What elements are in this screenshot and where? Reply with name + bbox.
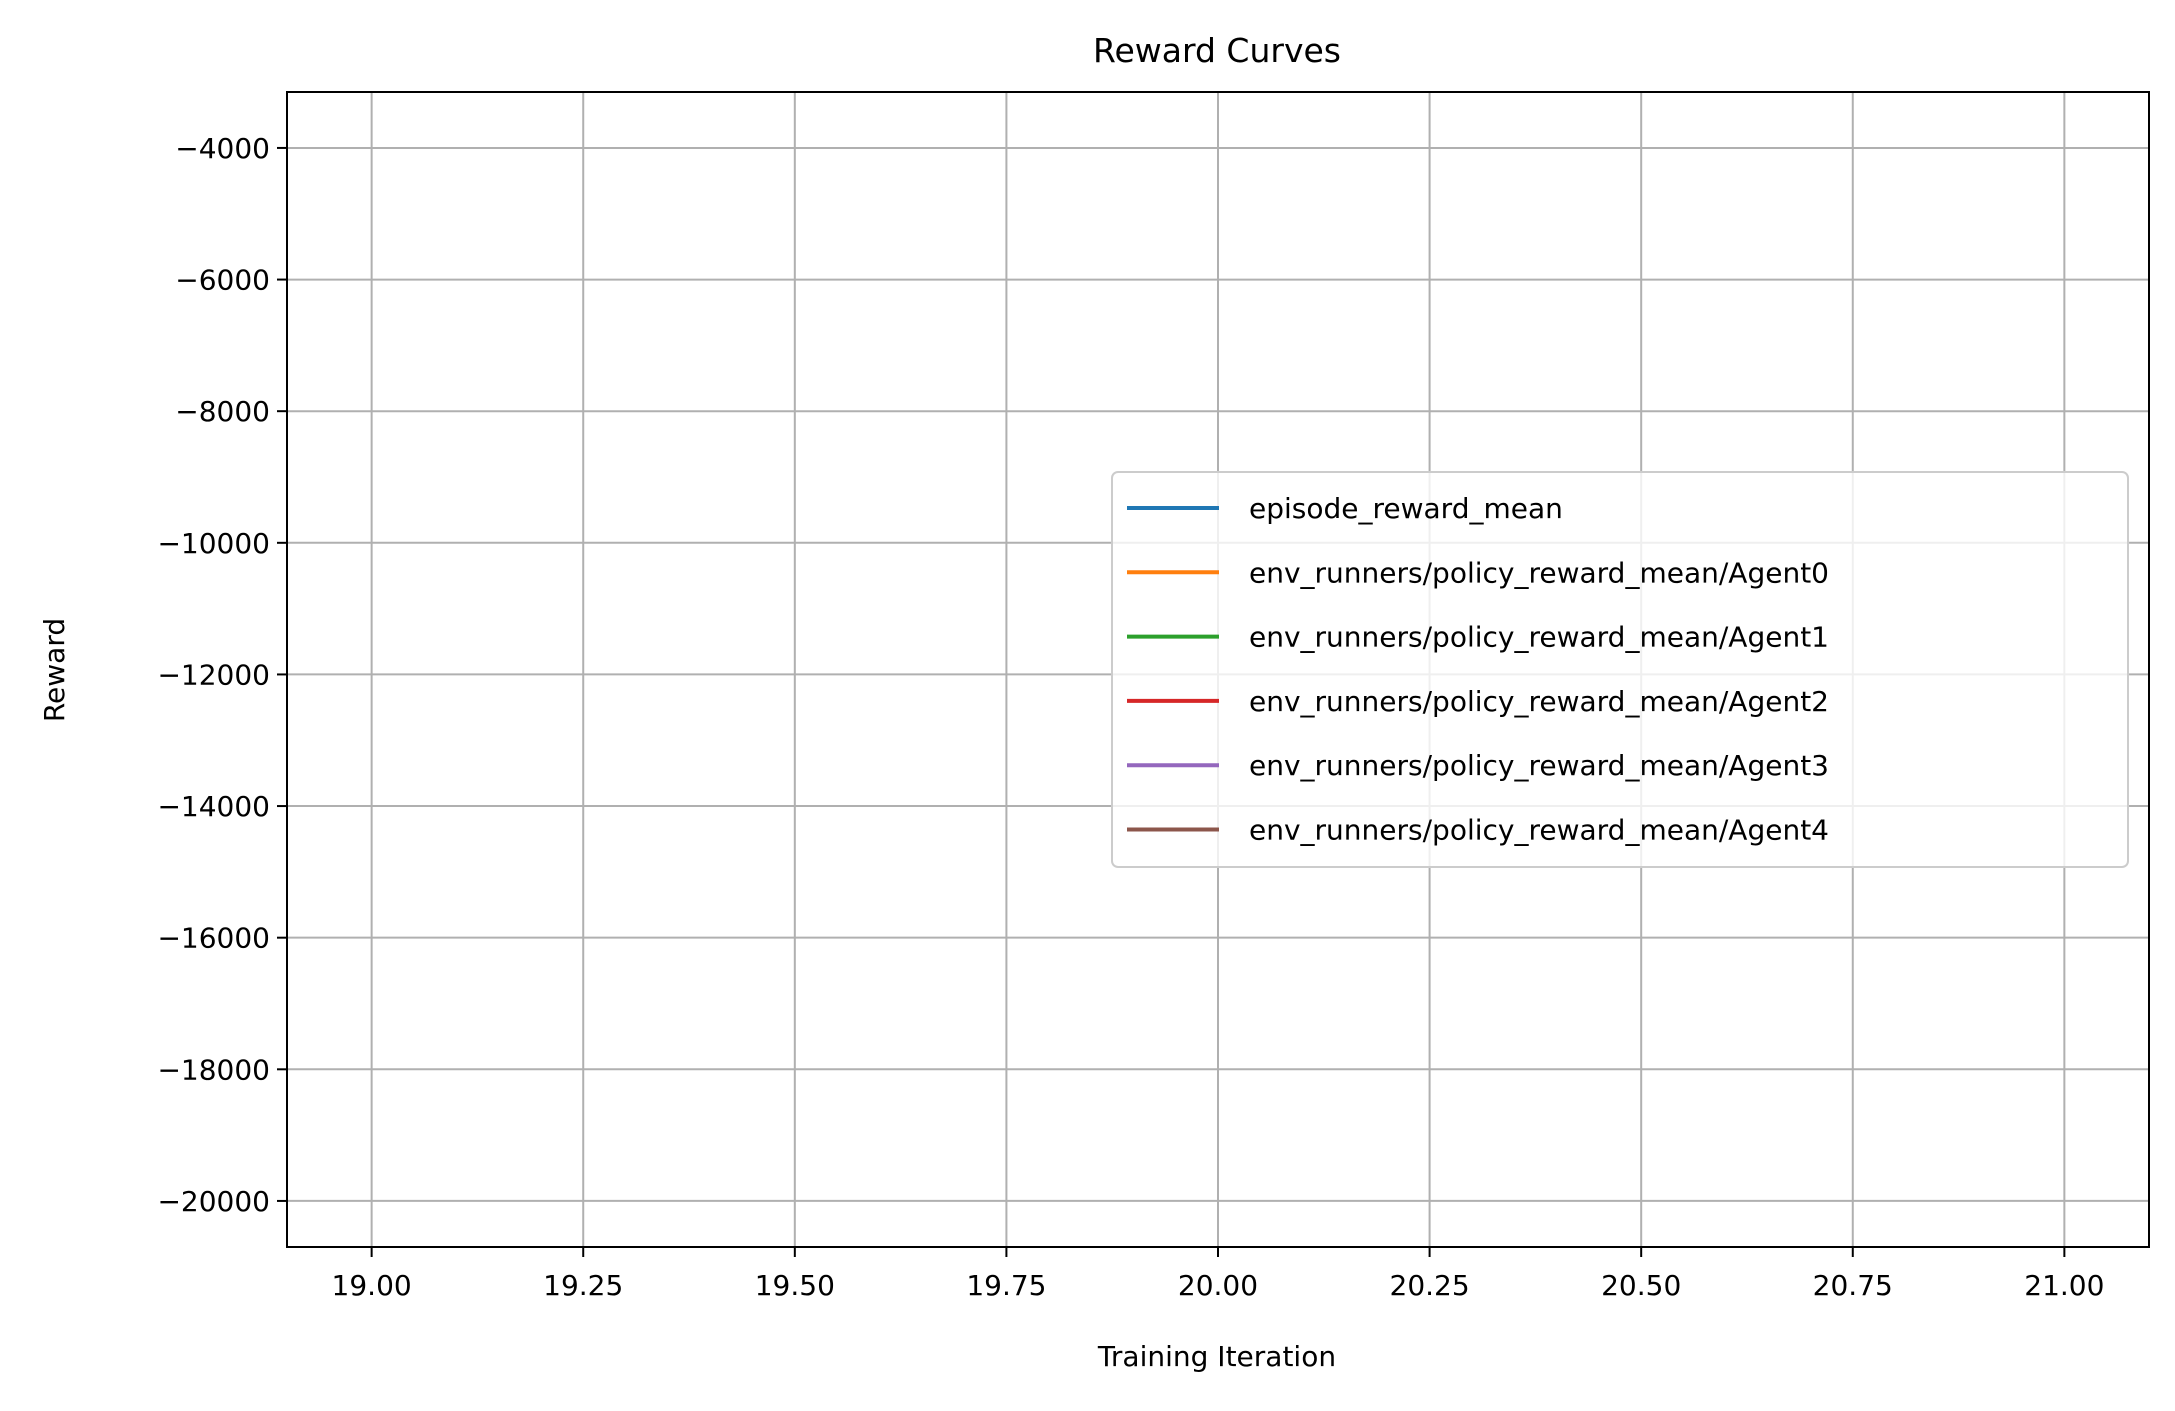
y-tick-label: −16000 — [157, 922, 270, 955]
legend-entry-label: env_runners/policy_reward_mean/Agent4 — [1249, 814, 1829, 847]
x-axis-label: Training Iteration — [1097, 1340, 1336, 1373]
y-tick-label: −18000 — [157, 1053, 270, 1086]
chart-title: Reward Curves — [1093, 31, 1341, 70]
x-tick-label: 19.75 — [966, 1269, 1046, 1302]
x-tick-label: 19.25 — [543, 1269, 623, 1302]
legend-entry-label: episode_reward_mean — [1249, 492, 1563, 525]
x-axis: 19.00 19.25 19.50 19.75 20.00 20.25 20.50 20.75… — [332, 1247, 2104, 1302]
y-tick-label: −8000 — [175, 395, 270, 428]
legend-entry-label: env_runners/policy_reward_mean/Agent0 — [1249, 556, 1829, 589]
y-tick-label: −10000 — [157, 527, 270, 560]
legend-entry-label: env_runners/policy_reward_mean/Agent2 — [1249, 685, 1829, 718]
y-axis-label: Reward — [38, 618, 71, 722]
y-tick-label: −14000 — [157, 790, 270, 823]
x-tick-label: 21.00 — [2024, 1269, 2104, 1302]
y-tick-label: −12000 — [157, 658, 270, 691]
x-tick-label: 20.25 — [1390, 1269, 1470, 1302]
x-tick-label: 19.00 — [332, 1269, 412, 1302]
legend-box — [1111, 471, 2129, 868]
y-tick-label: −4000 — [175, 132, 270, 165]
x-tick-label: 20.00 — [1178, 1269, 1258, 1302]
x-tick-label: 19.50 — [755, 1269, 835, 1302]
x-tick-label: 20.50 — [1601, 1269, 1681, 1302]
y-axis: −4000 −6000 −8000 −10000 −12000 −14000 −16000 −… — [157, 132, 287, 1218]
y-tick-label: −6000 — [175, 264, 270, 297]
x-tick-label: 20.75 — [1813, 1269, 1893, 1302]
legend-entry-label: env_runners/policy_reward_mean/Agent1 — [1249, 621, 1829, 654]
legend: episode_reward_mean env_runners/policy_re… — [1111, 471, 2129, 868]
y-tick-label: −20000 — [157, 1185, 270, 1218]
legend-entry-label: env_runners/policy_reward_mean/Agent3 — [1249, 749, 1829, 782]
